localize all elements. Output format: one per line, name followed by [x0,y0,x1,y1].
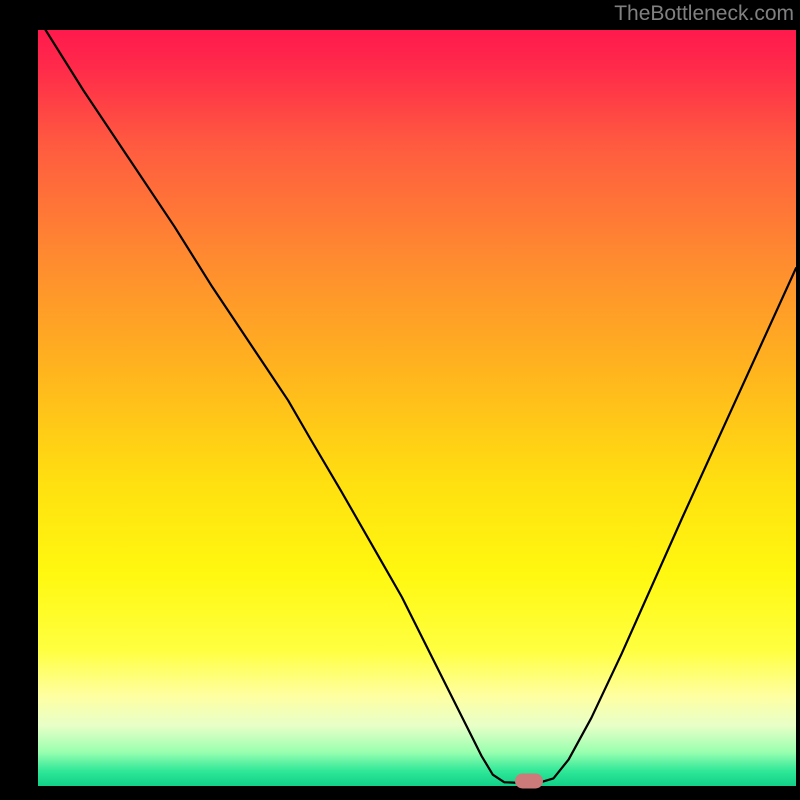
chart-gradient-area [38,30,796,786]
plot-frame [38,30,796,786]
min-point-marker [515,773,543,788]
watermark-text: TheBottleneck.com [614,2,794,26]
